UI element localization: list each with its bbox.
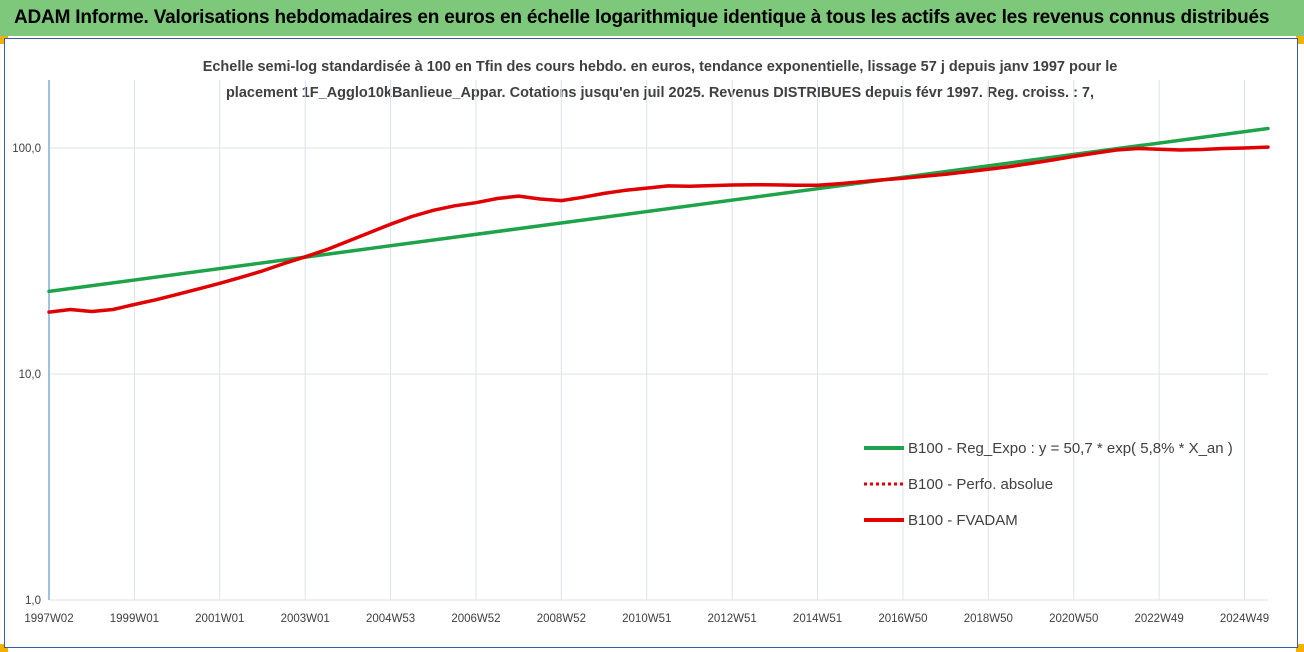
x-tick-label: 2010W51	[622, 613, 671, 625]
corner-marker	[1296, 36, 1304, 44]
x-tick-label: 1999W01	[110, 613, 159, 625]
chart-area: Echelle semi-log standardisée à 100 en T…	[4, 38, 1298, 648]
x-tick-label: 2003W01	[281, 613, 330, 625]
chart-subtitle-line: placement 1F_Agglo10kBanlieue_Appar. Cot…	[226, 85, 1094, 101]
series-line-2	[47, 145, 1270, 314]
x-tick-label: 1997W02	[24, 613, 73, 625]
x-tick-label: 2024W49	[1220, 613, 1269, 625]
x-tick-label: 2006W52	[451, 613, 500, 625]
legend-label: B100 - FVADAM	[908, 512, 1018, 529]
x-tick-label: 2014W51	[793, 613, 842, 625]
chart-svg: Echelle semi-log standardisée à 100 en T…	[12, 59, 1270, 625]
corner-marker	[1296, 644, 1304, 652]
x-tick-label: 2020W50	[1049, 613, 1098, 625]
series-line-0	[47, 126, 1270, 294]
chart-subtitle-line: Echelle semi-log standardisée à 100 en T…	[203, 59, 1118, 75]
title-bar: ADAM Informe. Valorisations hebdomadaire…	[0, 0, 1304, 36]
legend-label: B100 - Reg_Expo : y = 50,7 * exp( 5,8% *…	[908, 440, 1233, 457]
corner-marker	[0, 644, 8, 652]
legend-label: B100 - Perfo. absolue	[908, 476, 1053, 493]
x-tick-label: 2018W50	[964, 613, 1013, 625]
x-tick-label: 2012W51	[708, 613, 757, 625]
y-tick-label: 10,0	[19, 369, 41, 381]
x-tick-label: 2008W52	[537, 613, 586, 625]
y-tick-label: 100,0	[12, 143, 41, 155]
x-tick-label: 2016W50	[878, 613, 927, 625]
page-title: ADAM Informe. Valorisations hebdomadaire…	[14, 7, 1270, 28]
x-tick-label: 2004W53	[366, 613, 415, 625]
x-tick-label: 2001W01	[195, 613, 244, 625]
y-tick-label: 1,0	[25, 595, 41, 607]
x-tick-label: 2022W49	[1135, 613, 1184, 625]
